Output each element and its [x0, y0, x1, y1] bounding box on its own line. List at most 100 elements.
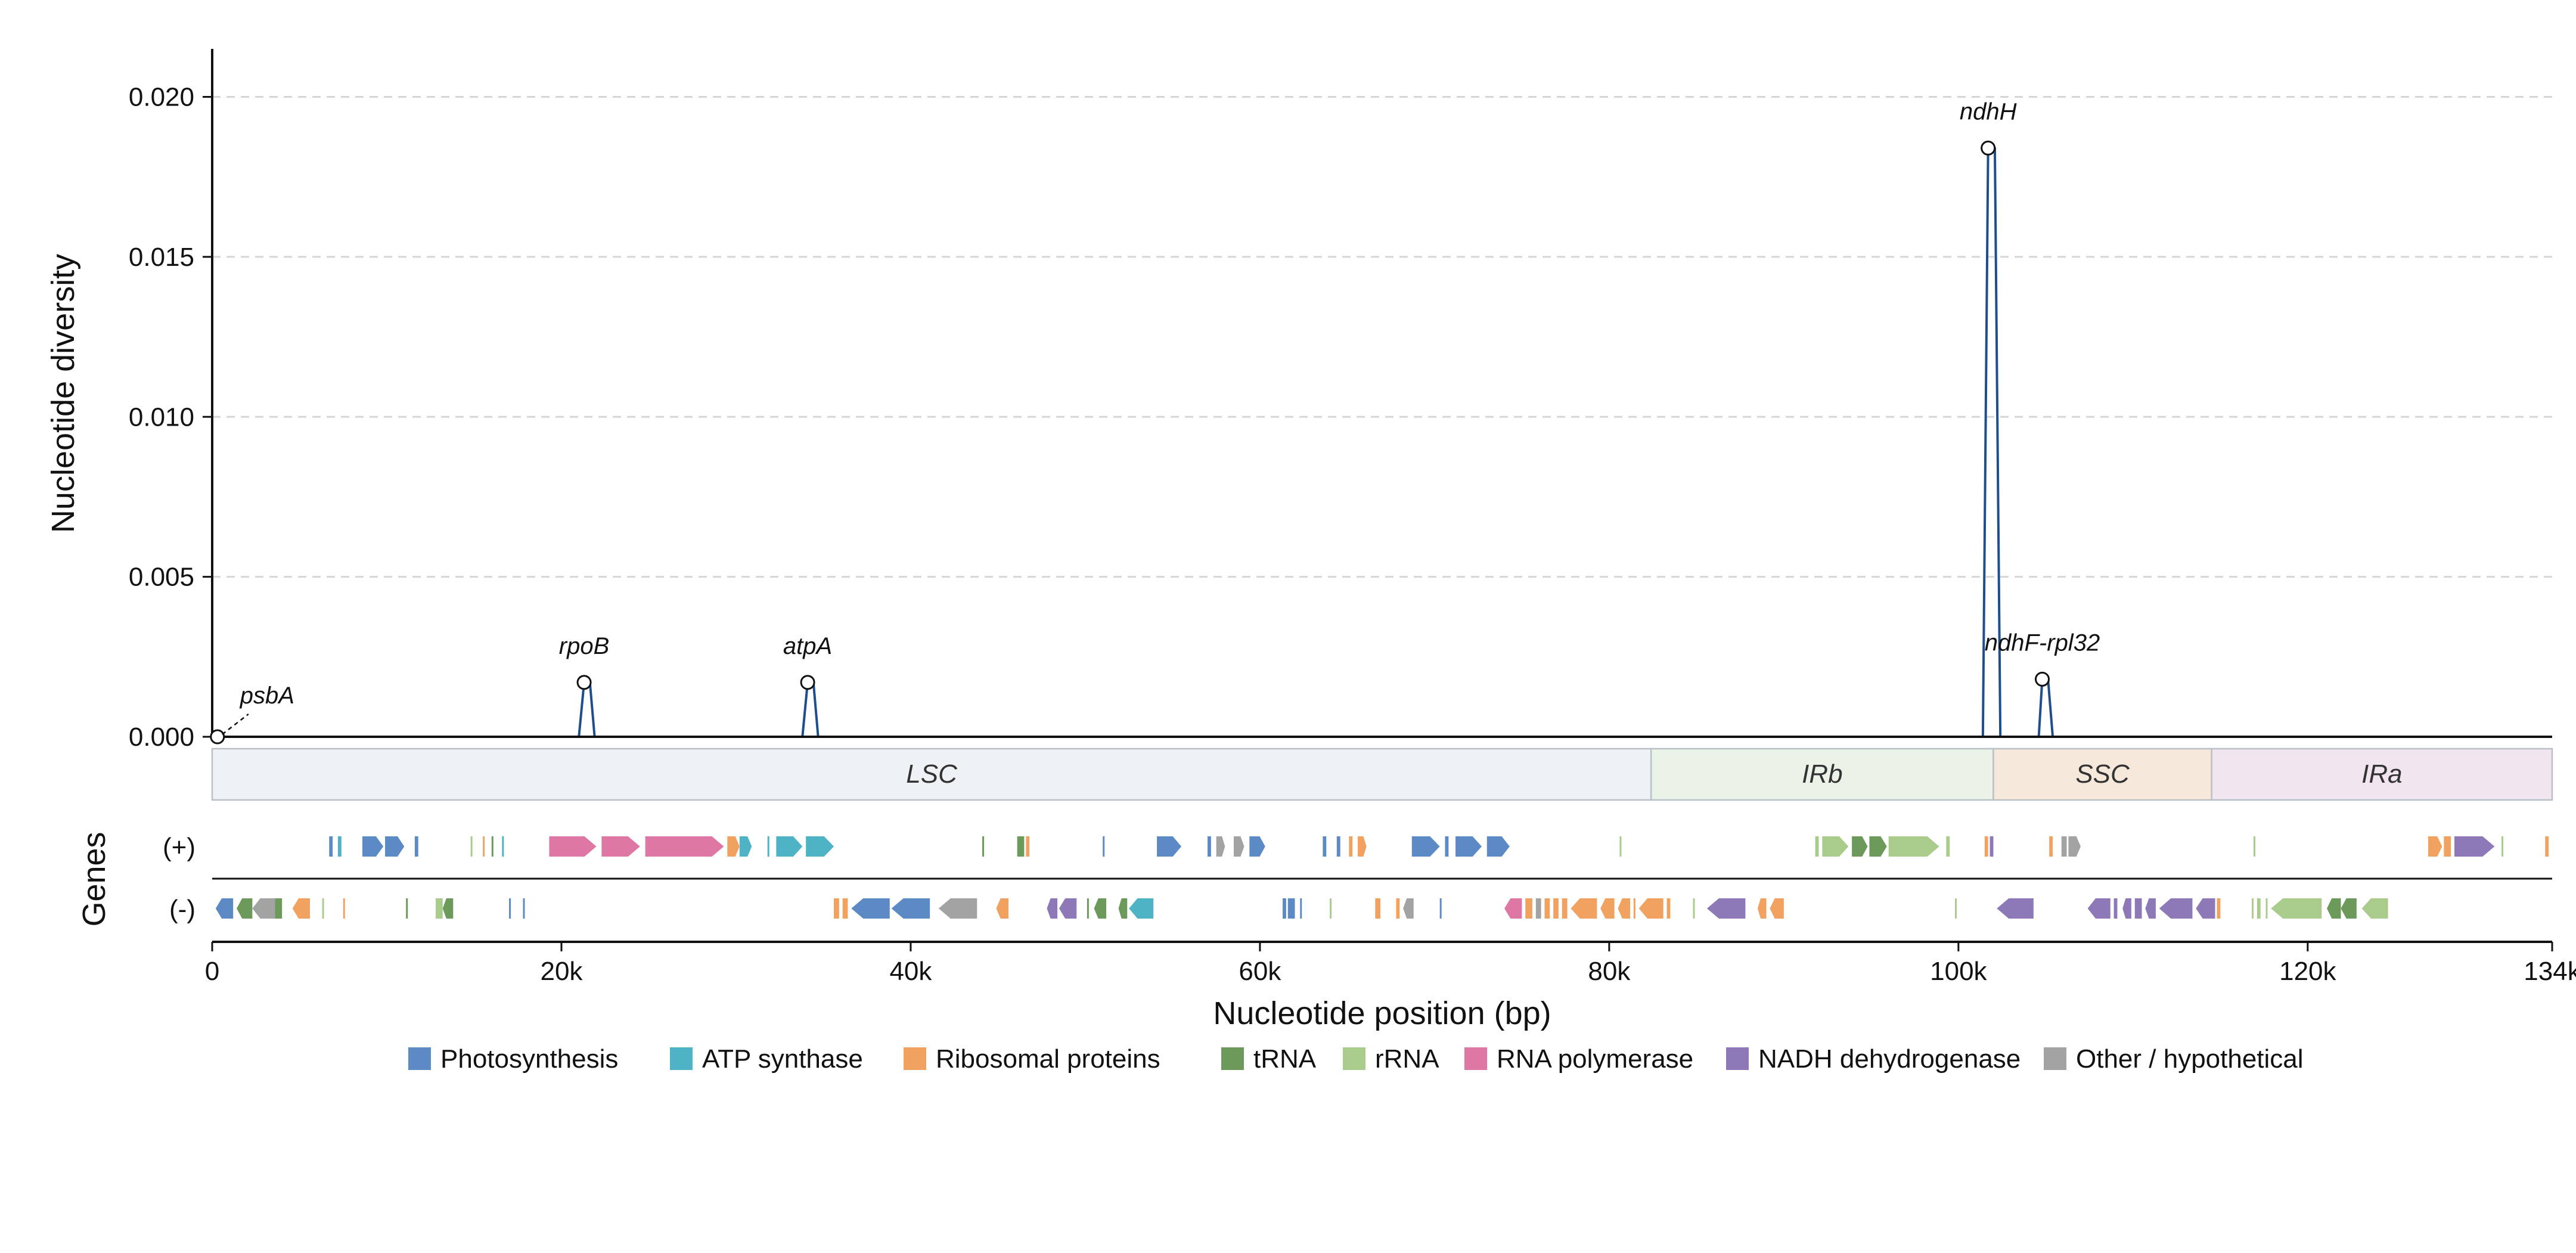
gene-plus-strand [1026, 836, 1030, 857]
region-label: SSC [2075, 759, 2130, 789]
gene-minus-strand [834, 898, 839, 919]
gene-plus-strand [1349, 836, 1353, 857]
gene-plus-strand [1852, 836, 1868, 857]
gene-minus-strand [322, 898, 324, 919]
gene-minus-strand [1666, 898, 1671, 919]
gene-plus-strand [2253, 836, 2255, 857]
gene-minus-strand [1396, 898, 1400, 919]
gene-plus-strand [1822, 836, 1849, 857]
gene-minus-strand [1525, 898, 1532, 919]
gene-minus-strand [2196, 898, 2215, 919]
annotation-label: psbA [240, 683, 294, 709]
gene-minus-strand [2113, 898, 2118, 919]
gene-minus-strand [1403, 898, 1414, 919]
annotation-label: ndhH [1960, 98, 2017, 125]
gene-plus-strand [414, 836, 418, 857]
gene-minus-strand [842, 898, 848, 919]
legend-label: NADH dehydrogenase [1758, 1044, 2021, 1074]
gene-minus-strand [292, 898, 311, 919]
gene-plus-strand [739, 836, 752, 857]
legend-label: Photosynthesis [440, 1044, 618, 1074]
gene-minus-strand [1504, 898, 1522, 919]
gene-minus-strand [996, 898, 1009, 919]
gene-minus-strand [1094, 898, 1107, 919]
gene-minus-strand [1439, 898, 1442, 919]
gene-plus-strand [806, 836, 834, 857]
gene-track [215, 836, 2549, 919]
gene-minus-strand [1633, 898, 1635, 919]
x-tick-label: 20k [540, 957, 583, 986]
gene-minus-strand [509, 898, 511, 919]
gene-minus-strand [436, 898, 443, 919]
gene-minus-strand [2134, 898, 2142, 919]
gene-plus-strand [1815, 836, 1819, 857]
gene-minus-strand [1618, 898, 1631, 919]
axes [211, 49, 2552, 943]
gene-plus-strand [483, 836, 485, 857]
x-axis-ticks: 0 20k 40k 60k 80k 100k 120k 134k [205, 942, 2576, 986]
gene-minus-strand [1571, 898, 1597, 919]
gene-minus-strand [1287, 898, 1295, 919]
strand-label-minus: (-) [169, 895, 195, 924]
gene-plus-strand [2545, 836, 2549, 857]
gene-minus-strand [523, 898, 525, 919]
gene-track-title: Genes [76, 832, 112, 926]
annotation-leader [222, 714, 249, 735]
gene-plus-strand [2049, 836, 2053, 857]
gene-minus-strand [1553, 898, 1559, 919]
legend-swatch [670, 1047, 693, 1070]
gene-minus-strand [237, 898, 253, 919]
gene-plus-strand [1233, 836, 1244, 857]
gene-plus-strand [982, 836, 985, 857]
gene-minus-strand [2271, 898, 2322, 919]
gene-minus-strand [1118, 898, 1128, 919]
x-tick-label: 80k [1588, 957, 1631, 986]
genome-regions: LSC IRb SSC IRa [211, 748, 2553, 801]
region-box [211, 748, 1652, 801]
x-axis-title: Nucleotide position (bp) [1213, 995, 1551, 1031]
gene-plus-strand [329, 836, 333, 857]
legend-label: tRNA [1253, 1044, 1317, 1074]
legend-label: Other / hypothetical [2076, 1044, 2304, 1074]
x-tick-label: 134k [2524, 957, 2576, 986]
gene-minus-strand [2217, 898, 2221, 919]
gene-minus-strand [1638, 898, 1663, 919]
gene-plus-strand [645, 836, 724, 857]
gene-minus-strand [1954, 898, 1957, 919]
legend-swatch [904, 1047, 926, 1070]
gene-minus-strand [2327, 898, 2341, 919]
gene-plus-strand [549, 836, 597, 857]
peak-marker [2034, 671, 2050, 687]
gene-plus-strand [1208, 836, 1211, 857]
peak-marker [1981, 140, 1996, 156]
gene-plus-strand [1323, 836, 1327, 857]
diversity-peak [2037, 678, 2054, 737]
gene-minus-strand [1693, 898, 1695, 919]
gene-minus-strand [2361, 898, 2388, 919]
gene-minus-strand [343, 898, 345, 919]
gene-plus-strand [2428, 836, 2442, 857]
gene-plus-strand [385, 836, 405, 857]
gene-minus-strand [938, 898, 977, 919]
gene-plus-strand [776, 836, 803, 857]
gene-plus-strand [1946, 836, 1950, 857]
gene-plus-strand [1990, 836, 1994, 857]
legend: Photosynthesis ATP synthase Ribosomal prot… [408, 1044, 2304, 1074]
gene-plus-strand [1984, 836, 1988, 857]
gene-minus-strand [1770, 898, 1784, 919]
legend-label: Ribosomal proteins [936, 1044, 1160, 1074]
y-tick-label: 0.005 [129, 563, 194, 592]
gene-minus-strand [1544, 898, 1550, 919]
gene-minus-strand [1535, 898, 1541, 919]
legend-label: rRNA [1375, 1044, 1439, 1074]
gene-minus-strand [1087, 898, 1089, 919]
gene-minus-strand [891, 898, 930, 919]
gene-plus-strand [470, 836, 473, 857]
x-tick-label: 120k [2279, 957, 2336, 986]
legend-swatch [1726, 1047, 1749, 1070]
gene-minus-strand [1706, 898, 1746, 919]
peak-marker [800, 675, 815, 690]
region-label: IRa [2361, 759, 2402, 789]
legend-swatch [1221, 1047, 1244, 1070]
gene-minus-strand [2122, 898, 2131, 919]
